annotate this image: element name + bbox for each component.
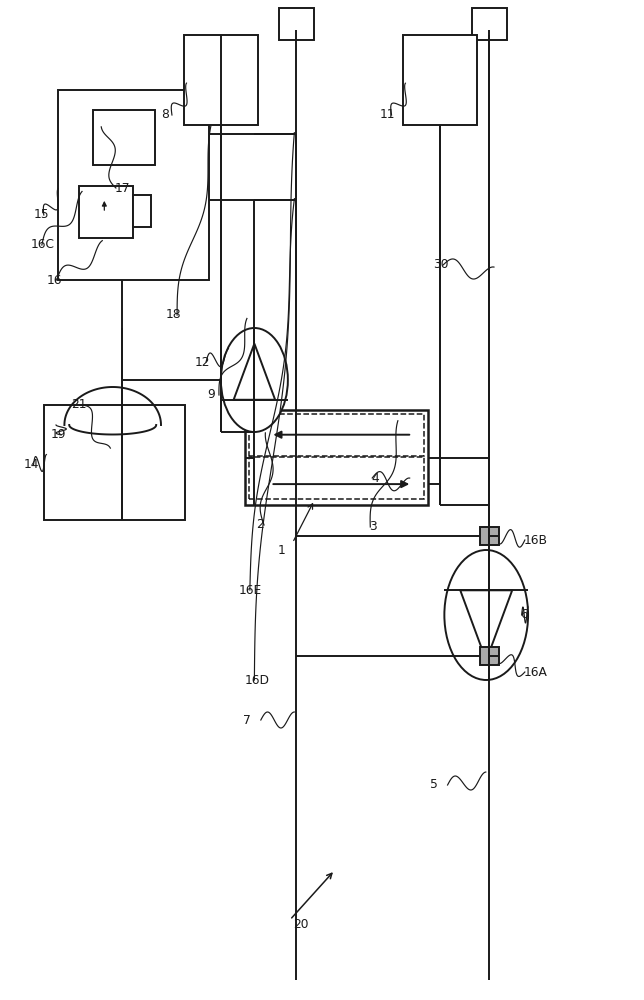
- Bar: [471, 8, 507, 40]
- Text: 16C: 16C: [31, 238, 55, 251]
- Text: 7: 7: [243, 714, 251, 726]
- Bar: [249, 457, 424, 499]
- Text: 1: 1: [278, 544, 285, 558]
- Text: 16: 16: [46, 273, 62, 286]
- Text: 16B: 16B: [524, 534, 547, 546]
- Bar: [133, 195, 151, 227]
- Text: 11: 11: [380, 108, 395, 121]
- Text: 16A: 16A: [524, 666, 547, 678]
- Text: 9: 9: [207, 388, 215, 401]
- Polygon shape: [234, 344, 275, 400]
- Text: 20: 20: [293, 918, 308, 932]
- Text: 15: 15: [33, 209, 49, 222]
- Bar: [93, 110, 155, 165]
- Text: 3: 3: [369, 520, 377, 534]
- Circle shape: [221, 328, 288, 432]
- Bar: [58, 90, 209, 280]
- Text: 19: 19: [50, 428, 66, 442]
- Bar: [278, 8, 314, 40]
- Bar: [249, 414, 424, 456]
- Text: 16E: 16E: [238, 584, 261, 596]
- Bar: [245, 410, 428, 505]
- Bar: [480, 527, 499, 545]
- Polygon shape: [460, 590, 512, 660]
- Circle shape: [444, 550, 528, 680]
- Text: 2: 2: [256, 518, 264, 532]
- Bar: [184, 35, 258, 125]
- Text: 5: 5: [430, 778, 438, 792]
- Bar: [480, 647, 499, 665]
- Text: 30: 30: [433, 258, 448, 271]
- Text: 21: 21: [71, 398, 86, 412]
- Text: 6: 6: [520, 608, 528, 621]
- Bar: [79, 186, 133, 238]
- Text: 18: 18: [166, 308, 182, 322]
- Text: 17: 17: [115, 182, 130, 194]
- Text: 8: 8: [161, 108, 169, 121]
- Bar: [44, 405, 185, 520]
- Text: 4: 4: [371, 472, 379, 485]
- Bar: [402, 35, 477, 125]
- Text: 14: 14: [23, 458, 39, 472]
- Text: 12: 12: [194, 356, 210, 368]
- Text: 16D: 16D: [245, 674, 270, 686]
